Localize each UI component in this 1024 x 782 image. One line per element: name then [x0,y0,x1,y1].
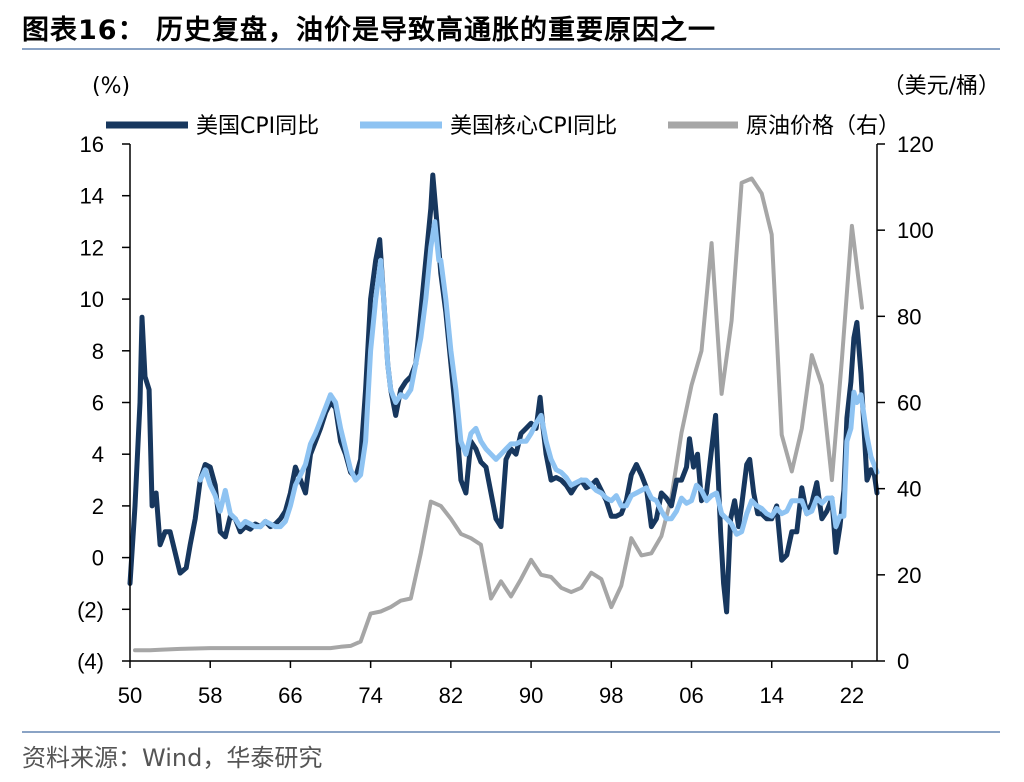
x-tick-label: 66 [278,683,302,708]
right-tick-label: 80 [897,304,921,329]
left-axis-unit: (%) [92,74,130,99]
right-tick-label: 0 [897,649,909,674]
x-axis-ticks: 50 58 66 74 82 90 98 06 14 22 [118,661,864,708]
left-tick-label: (2) [77,597,104,622]
x-tick-label: 14 [759,683,783,708]
left-tick-label: 12 [80,235,104,260]
x-tick-label: 50 [118,683,142,708]
footer-divider [22,731,1000,733]
left-tick-label: 8 [92,339,104,364]
legend-label: 原油价格（右） [746,114,900,139]
left-tick-label: 14 [80,184,104,209]
left-axis-ticks: 16 14 12 10 8 6 4 2 0 (2) (4) [77,132,130,674]
x-tick-label: 58 [198,683,222,708]
legend: 美国CPI同比 美国核心CPI同比 原油价格（右） [106,114,900,139]
x-tick-label: 74 [358,683,382,708]
right-axis-ticks: 120 100 80 60 40 20 0 [877,132,934,674]
x-tick-label: 06 [679,683,703,708]
right-tick-label: 120 [897,132,934,157]
right-axis-unit: （美元/桶） [883,74,1000,99]
left-tick-label: 10 [80,287,104,312]
source-note: 资料来源：Wind，华泰研究 [22,744,323,772]
right-tick-label: 60 [897,391,921,416]
right-tick-label: 40 [897,477,921,502]
title-divider [22,48,1000,50]
right-tick-label: 20 [897,563,921,588]
x-tick-label: 90 [519,683,543,708]
left-tick-label: 2 [92,494,104,519]
chart-title: 图表16： 历史复盘，油价是导致高通胀的重要原因之一 [22,15,716,46]
right-tick-label: 100 [897,218,934,243]
x-tick-label: 98 [599,683,623,708]
series-line-3 [133,176,864,653]
left-tick-label: 0 [92,546,104,571]
legend-label: 美国核心CPI同比 [450,114,617,139]
left-tick-label: (4) [77,649,104,674]
left-tick-label: 16 [80,132,104,157]
series-line-1 [127,172,880,615]
left-tick-label: 6 [92,391,104,416]
series-line-2 [197,219,880,537]
x-tick-label: 22 [840,683,864,708]
x-tick-label: 82 [439,683,463,708]
series-layer [127,172,880,653]
left-tick-label: 4 [92,442,104,467]
legend-label: 美国CPI同比 [196,114,319,139]
